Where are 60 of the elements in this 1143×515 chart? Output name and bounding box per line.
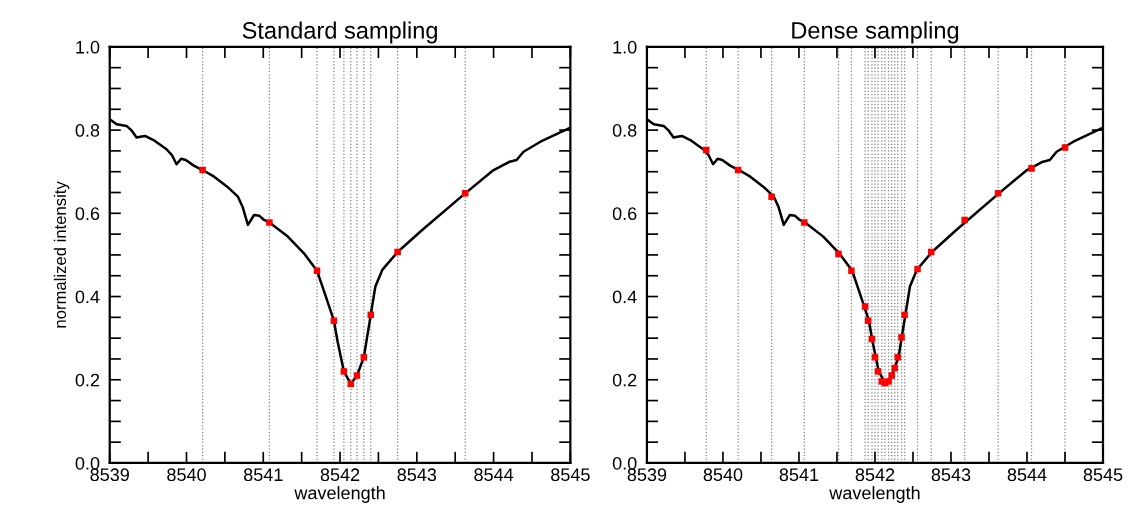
y-tick-label: 0.6 — [75, 207, 100, 221]
point — [367, 311, 375, 319]
x-axis-title: wavelength — [829, 486, 920, 503]
point — [1028, 165, 1035, 172]
y-tick-label: 0.4 — [75, 290, 100, 304]
point — [961, 216, 968, 224]
point — [340, 368, 348, 375]
x-tick-label: 8542 — [320, 468, 360, 482]
point — [894, 354, 902, 361]
y-tick-label: 0.8 — [612, 124, 637, 137]
point — [914, 265, 921, 273]
y-tick-label: 1.0 — [76, 40, 100, 54]
point — [835, 250, 842, 258]
point — [360, 354, 368, 361]
x-tick-label: 8545 — [1083, 468, 1123, 482]
point — [1061, 144, 1069, 151]
point — [313, 267, 321, 274]
x-tick-label: 8544 — [474, 468, 514, 482]
point — [861, 303, 869, 310]
y-tick-label: 0.2 — [612, 373, 637, 387]
point — [330, 317, 338, 324]
x-tick-label: 8539 — [627, 468, 667, 482]
x-tick-label: 8541 — [243, 468, 283, 482]
y-tick-label: 0.0 — [612, 456, 637, 470]
point — [874, 368, 882, 375]
x-tick-label: 8543 — [397, 468, 437, 482]
x-tick-label: 8540 — [167, 468, 206, 482]
x-tick-label: 8544 — [1007, 468, 1047, 482]
y-tick-label: 0.6 — [612, 207, 637, 221]
point — [871, 354, 879, 361]
y-tick-label: 0.0 — [75, 456, 100, 470]
point — [898, 334, 905, 341]
chart-title: Standard sampling — [242, 21, 437, 44]
y-axis-title: normalized intensity — [53, 181, 70, 328]
point — [801, 219, 808, 226]
point — [353, 372, 361, 379]
x-tick-label: 8539 — [90, 468, 129, 482]
point — [885, 378, 892, 385]
point — [888, 372, 895, 379]
point — [768, 193, 775, 200]
point — [901, 311, 908, 319]
x-tick-label: 8543 — [931, 468, 971, 482]
y-tick-label: 1.0 — [613, 40, 637, 54]
point — [394, 248, 401, 256]
x-tick-label: 8542 — [855, 468, 895, 482]
x-tick-label: 8545 — [551, 468, 590, 482]
y-tick-label: 0.2 — [75, 373, 100, 387]
point — [891, 364, 898, 372]
point — [864, 317, 872, 324]
point — [848, 267, 855, 274]
point — [461, 190, 469, 197]
point — [994, 190, 1002, 197]
x-tick-label: 8540 — [703, 468, 743, 482]
point — [199, 166, 206, 174]
x-tick-label: 8541 — [779, 468, 819, 482]
x-axis-title: wavelength — [294, 486, 385, 503]
y-tick-label: 0.4 — [612, 290, 637, 304]
y-tick-label: 0.8 — [75, 124, 100, 137]
point — [266, 219, 273, 226]
chart-title: Dense sampling — [792, 21, 959, 44]
